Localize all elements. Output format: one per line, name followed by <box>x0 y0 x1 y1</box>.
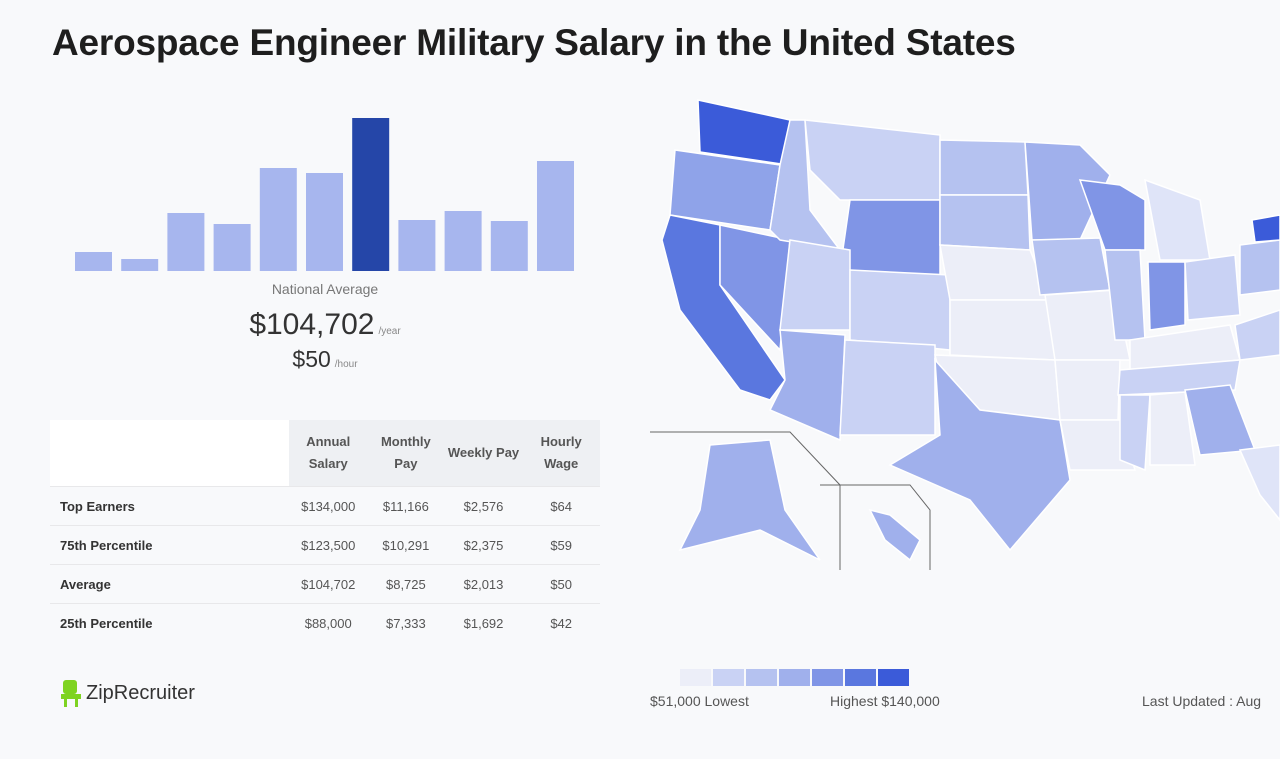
cell: $1,692 <box>444 603 523 642</box>
legend-high-label: Highest $140,000 <box>830 693 940 709</box>
histogram-bar <box>167 213 205 271</box>
annual-average: $104,702/year <box>60 308 590 342</box>
state-co <box>849 269 951 351</box>
map-legend <box>680 669 909 686</box>
state-in <box>1147 261 1186 331</box>
last-updated: Last Updated : Aug <box>1142 693 1262 709</box>
legend-swatch <box>845 669 876 686</box>
state-ak <box>678 439 821 561</box>
logo-text: ZipRecruiter <box>86 681 195 704</box>
cell: $2,013 <box>444 564 523 604</box>
cell: $2,375 <box>444 525 523 565</box>
hourly-value: $50 <box>292 346 331 372</box>
histogram-bar <box>259 168 297 271</box>
histogram-bar <box>306 173 343 271</box>
state-ms <box>1119 394 1151 472</box>
inset-border <box>820 484 931 570</box>
state-ks <box>949 299 1056 361</box>
header-annual: Annual Salary <box>289 420 368 487</box>
row-label: 25th Percentile <box>50 603 290 642</box>
cell: $10,291 <box>367 525 445 565</box>
state-tn <box>1117 359 1241 396</box>
legend-swatch <box>746 669 777 686</box>
state-nv <box>719 224 791 352</box>
annual-unit: /year <box>378 326 401 337</box>
state-wi <box>1078 179 1146 251</box>
legend-swatch <box>713 669 744 686</box>
cell: $7,333 <box>367 603 445 642</box>
table-row: Average $104,702 $8,725 $2,013 $50 <box>50 564 600 604</box>
cell: $59 <box>522 525 600 565</box>
us-salary-map <box>650 99 1280 570</box>
row-label: 75th Percentile <box>50 525 290 565</box>
cell: $42 <box>522 603 600 642</box>
inset-border <box>650 431 841 570</box>
histogram-bar <box>444 211 482 271</box>
legend-low-label: $51,000 Lowest <box>650 693 749 709</box>
cell: $104,702 <box>289 564 368 604</box>
histogram-bar <box>537 161 574 271</box>
ziprecruiter-chair-icon <box>61 680 81 707</box>
header-hourly: Hourly Wage <box>522 420 600 487</box>
table-row: 25th Percentile $88,000 $7,333 $1,692 $42 <box>50 603 600 642</box>
state-pa <box>1239 239 1280 296</box>
header-monthly: Monthly Pay <box>367 420 445 487</box>
state-fl <box>1238 444 1280 522</box>
state-tx <box>888 357 1071 552</box>
table-row: 75th Percentile $123,500 $10,291 $2,375 $59 <box>50 525 600 565</box>
state-ar <box>1054 359 1121 421</box>
histogram-bar <box>398 220 436 271</box>
hourly-unit: /hour <box>334 359 358 370</box>
ziprecruiter-logo: ZipRecruiter <box>60 678 195 708</box>
salary-table: Annual Salary Monthly Pay Weekly Pay Hou… <box>50 420 600 642</box>
row-label: Top Earners <box>50 486 290 526</box>
cell: $134,000 <box>289 486 368 526</box>
state-ga <box>1184 384 1257 456</box>
state-wy <box>839 199 941 276</box>
state-ut <box>779 239 851 331</box>
state-ny <box>1251 214 1280 243</box>
legend-swatch <box>680 669 711 686</box>
legend-swatch <box>812 669 843 686</box>
state-nd <box>939 139 1029 196</box>
state-sd <box>939 194 1031 251</box>
state-hi <box>868 508 921 562</box>
state-oh <box>1184 254 1241 321</box>
histogram-bar-national-average <box>352 118 390 271</box>
cell: $11,166 <box>367 486 445 526</box>
histogram-bar <box>75 252 112 271</box>
state-mi <box>1144 178 1211 261</box>
hourly-average: $50/hour <box>60 346 590 373</box>
cell: $50 <box>522 564 600 604</box>
table-row: Top Earners $134,000 $11,166 $2,576 $64 <box>50 486 600 526</box>
page-title: Aerospace Engineer Military Salary in th… <box>52 22 1016 63</box>
state-la <box>1059 419 1137 471</box>
row-label: Average <box>50 564 290 604</box>
header-weekly: Weekly Pay <box>444 420 523 487</box>
state-va <box>1234 309 1280 361</box>
histogram-bar <box>121 259 159 271</box>
cell: $8,725 <box>367 564 445 604</box>
cell: $123,500 <box>289 525 368 565</box>
state-az <box>768 329 846 442</box>
cell: $88,000 <box>289 603 368 642</box>
national-average-label: National Average <box>271 281 379 297</box>
state-mt <box>804 119 941 201</box>
legend-swatch <box>779 669 810 686</box>
cell: $64 <box>522 486 600 526</box>
table-corner <box>50 420 290 487</box>
legend-swatch <box>878 669 909 686</box>
state-nm <box>839 339 936 436</box>
annual-value: $104,702 <box>249 308 375 341</box>
histogram-bar <box>490 221 528 271</box>
state-al <box>1149 391 1196 466</box>
state-ia <box>1031 237 1111 296</box>
cell: $2,576 <box>444 486 523 526</box>
histogram-bar <box>213 224 251 271</box>
salary-histogram <box>75 118 574 271</box>
